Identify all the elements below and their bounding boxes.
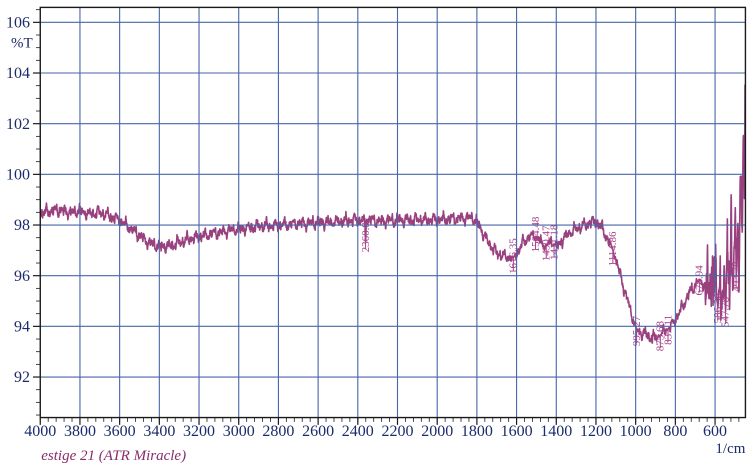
svg-text:493.78: 493.78 <box>730 261 742 292</box>
svg-text:1600: 1600 <box>501 423 533 440</box>
svg-text:104: 104 <box>6 65 30 82</box>
svg-text:94: 94 <box>14 319 30 336</box>
svg-text:3200: 3200 <box>183 423 215 440</box>
svg-text:1/cm: 1/cm <box>715 441 745 457</box>
svg-text:92: 92 <box>14 369 30 386</box>
svg-text:%T: %T <box>11 36 33 52</box>
svg-text:1000: 1000 <box>620 423 652 440</box>
svg-text:1411.18: 1411.18 <box>548 224 560 260</box>
svg-text:4000: 4000 <box>24 423 56 440</box>
svg-text:2200: 2200 <box>382 423 414 440</box>
svg-text:1800: 1800 <box>461 423 493 440</box>
svg-text:98: 98 <box>14 217 30 234</box>
svg-text:600: 600 <box>703 423 727 440</box>
svg-text:2360.87: 2360.87 <box>360 216 372 252</box>
svg-text:100: 100 <box>6 167 30 184</box>
svg-text:995.27: 995.27 <box>631 315 643 346</box>
svg-text:1400: 1400 <box>540 423 572 440</box>
svg-text:1200: 1200 <box>580 423 612 440</box>
svg-text:102: 102 <box>6 116 30 133</box>
svg-text:837.11: 837.11 <box>662 315 674 345</box>
svg-text:678.94: 678.94 <box>694 265 706 296</box>
svg-text:2400: 2400 <box>342 423 374 440</box>
svg-text:3000: 3000 <box>223 423 255 440</box>
svg-text:547.78: 547.78 <box>720 296 732 327</box>
svg-text:2800: 2800 <box>262 423 294 440</box>
svg-text:3600: 3600 <box>104 423 136 440</box>
svg-text:96: 96 <box>14 268 30 285</box>
svg-text:1114.86: 1114.86 <box>607 231 619 266</box>
svg-text:106: 106 <box>6 15 30 32</box>
svg-text:2000: 2000 <box>421 423 453 440</box>
svg-text:estige 21 (ATR Miracle): estige 21 (ATR Miracle) <box>41 448 186 464</box>
svg-text:2600: 2600 <box>302 423 334 440</box>
svg-text:3800: 3800 <box>64 423 96 440</box>
svg-text:1616.35: 1616.35 <box>508 238 520 274</box>
svg-text:3400: 3400 <box>143 423 175 440</box>
svg-text:800: 800 <box>663 423 687 440</box>
